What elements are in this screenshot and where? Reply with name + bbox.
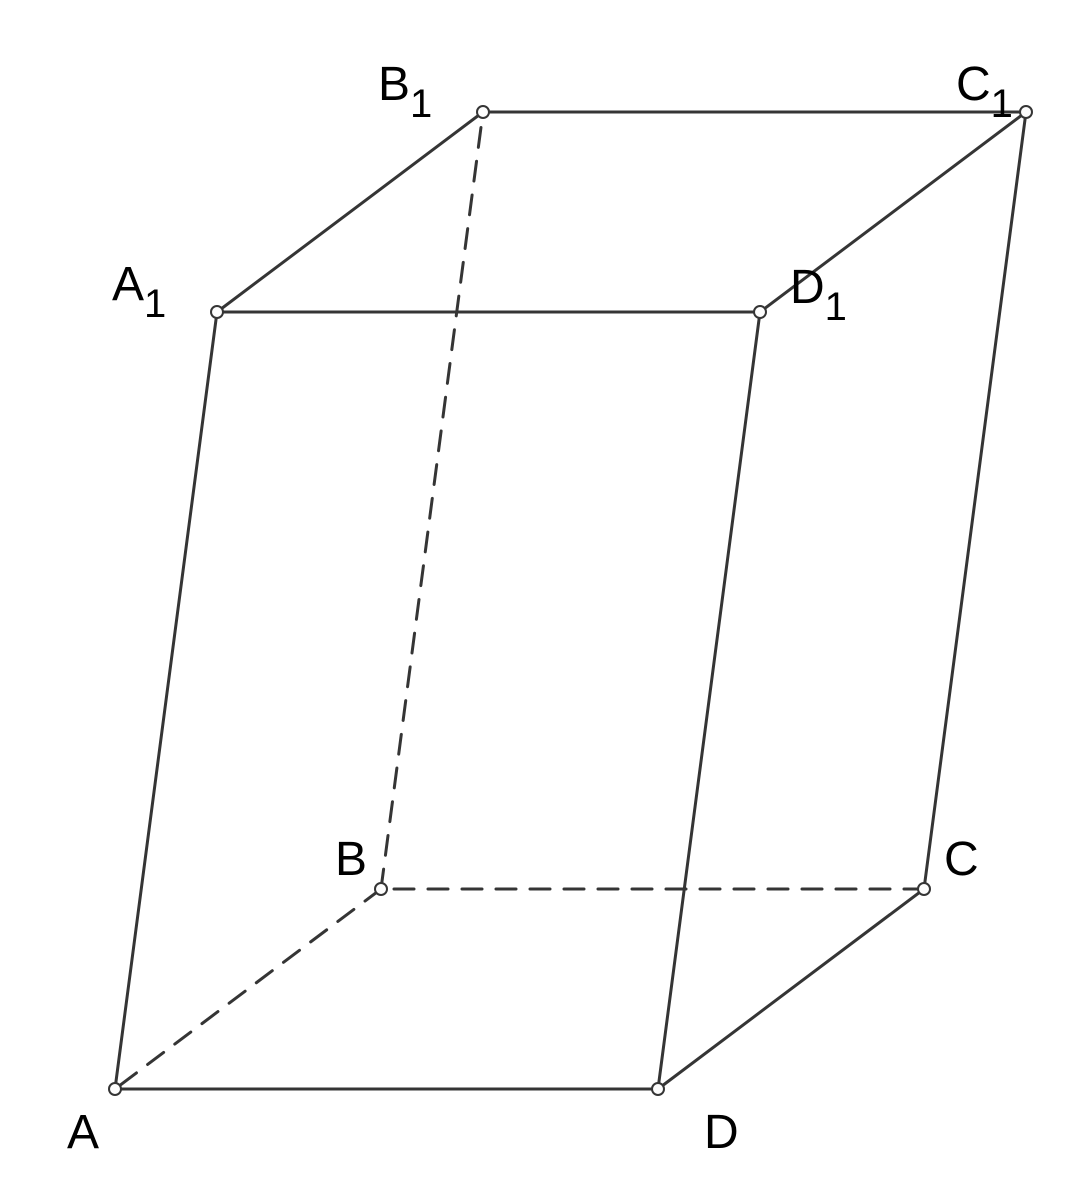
labels-layer: A B C D A1 B1 C1 D1 [67, 58, 1013, 1159]
vertex-B [375, 883, 387, 895]
vertex-A1 [211, 306, 223, 318]
label-D: D [704, 1106, 739, 1159]
parallelepiped-diagram: A B C D A1 B1 C1 D1 [0, 0, 1080, 1197]
edges-layer [115, 112, 1026, 1089]
edge-A-A1 [115, 312, 217, 1089]
label-D1: D1 [790, 261, 847, 329]
label-B1: B1 [378, 58, 432, 126]
label-A1: A1 [112, 258, 166, 326]
edge-D-D1 [658, 312, 760, 1089]
vertex-C [918, 883, 930, 895]
vertices-layer [109, 106, 1032, 1095]
edge-B1-A1 [217, 112, 483, 312]
vertex-A [109, 1083, 121, 1095]
label-A: A [67, 1106, 99, 1159]
edge-D-C [658, 889, 924, 1089]
edge-C-C1 [924, 112, 1026, 889]
vertex-B1 [477, 106, 489, 118]
label-C: C [944, 833, 979, 886]
label-B: B [335, 833, 367, 886]
label-C1: C1 [956, 58, 1013, 126]
edge-B-A [115, 889, 381, 1089]
edge-B-B1 [381, 112, 483, 889]
vertex-D1 [754, 306, 766, 318]
vertex-D [652, 1083, 664, 1095]
vertex-C1 [1020, 106, 1032, 118]
